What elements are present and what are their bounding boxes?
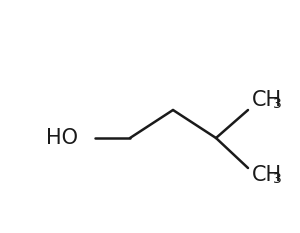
Text: CH: CH (252, 165, 282, 185)
Text: 3: 3 (273, 172, 282, 186)
Text: 3: 3 (273, 97, 282, 111)
Text: HO: HO (46, 128, 78, 148)
Text: CH: CH (252, 90, 282, 110)
